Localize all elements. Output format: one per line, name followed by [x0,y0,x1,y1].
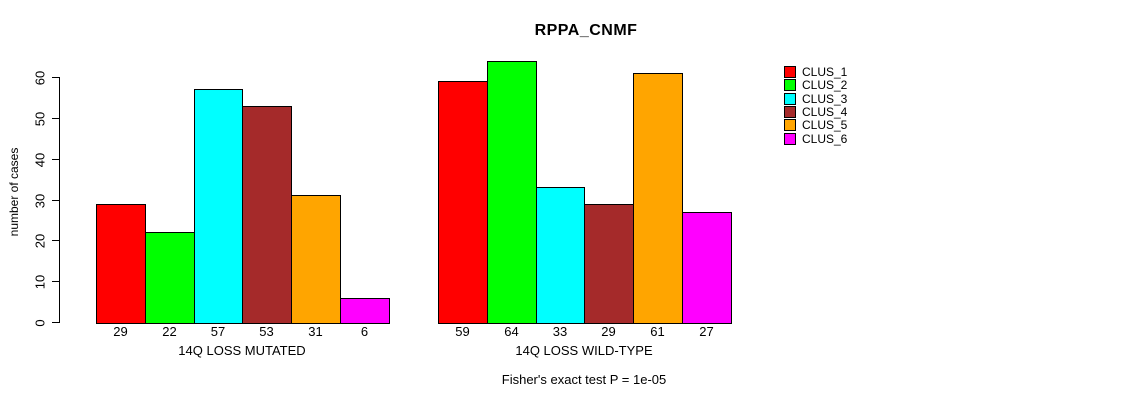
x-axis-group-label: 14Q LOSS WILD-TYPE [515,343,653,358]
y-axis-tick-label: 50 [32,111,48,126]
bar-value-label: 22 [162,324,177,339]
legend-swatch-clus_4 [784,106,796,118]
legend-swatch-clus_6 [784,133,796,145]
bar-value-label: 29 [601,324,616,339]
y-axis-tick [52,240,59,241]
y-axis-label: number of cases [7,147,21,237]
bar-clus_1 [96,204,146,324]
bar-value-label: 57 [210,324,226,339]
legend-label-clus_1: CLUS_1 [802,65,848,79]
bar-clus_2 [487,61,537,324]
legend-label-clus_6: CLUS_6 [802,132,848,146]
y-axis-tick-label: 10 [32,274,48,289]
legend-swatch-clus_1 [784,66,796,78]
bar-clus_1 [438,81,488,324]
y-axis-tick-label: 40 [32,152,48,167]
bar-value-label: 33 [552,324,568,339]
legend-label-clus_5: CLUS_5 [802,118,848,132]
y-axis-tick [52,281,59,282]
legend-label-clus_2: CLUS_2 [802,78,848,92]
legend-label-clus_3: CLUS_3 [802,92,848,106]
bar-value-label: 27 [699,324,714,339]
bar-clus_2 [145,232,195,324]
legend-label-clus_4: CLUS_4 [802,105,848,119]
y-axis-tick-label: 30 [32,193,48,208]
bar-value-label: 61 [650,324,665,339]
bar-clus_6 [340,298,390,324]
bar-value-label: 64 [504,324,519,339]
bar-value-label: 6 [360,324,369,339]
bar-clus_4 [242,106,292,324]
y-axis-tick [52,77,59,78]
fisher-test-annotation: Fisher's exact test P = 1e-05 [501,372,667,387]
bar-value-label: 53 [259,324,274,339]
y-axis-tick-label: 0 [32,318,48,327]
x-axis-group-label: 14Q LOSS MUTATED [178,343,306,358]
bar-value-label: 31 [308,324,323,339]
y-axis-line [59,77,60,323]
y-axis-tick [52,322,59,323]
y-axis-tick [52,118,59,119]
y-axis-tick-label: 60 [32,70,48,85]
bar-value-label: 59 [455,324,470,339]
y-axis-tick-label: 20 [32,233,48,248]
bar-clus_3 [536,187,585,324]
legend-swatch-clus_3 [784,93,796,105]
bar-clus_5 [633,73,683,324]
bar-clus_4 [584,204,634,324]
y-axis-tick [52,159,59,160]
legend-swatch-clus_2 [784,79,796,91]
bar-clus_3 [194,89,243,324]
bar-clus_5 [291,195,341,324]
y-axis-tick [52,200,59,201]
bar-clus_6 [682,212,732,324]
chart-title: RPPA_CNMF [534,22,638,39]
legend-swatch-clus_5 [784,119,796,131]
bar-value-label: 29 [113,324,128,339]
